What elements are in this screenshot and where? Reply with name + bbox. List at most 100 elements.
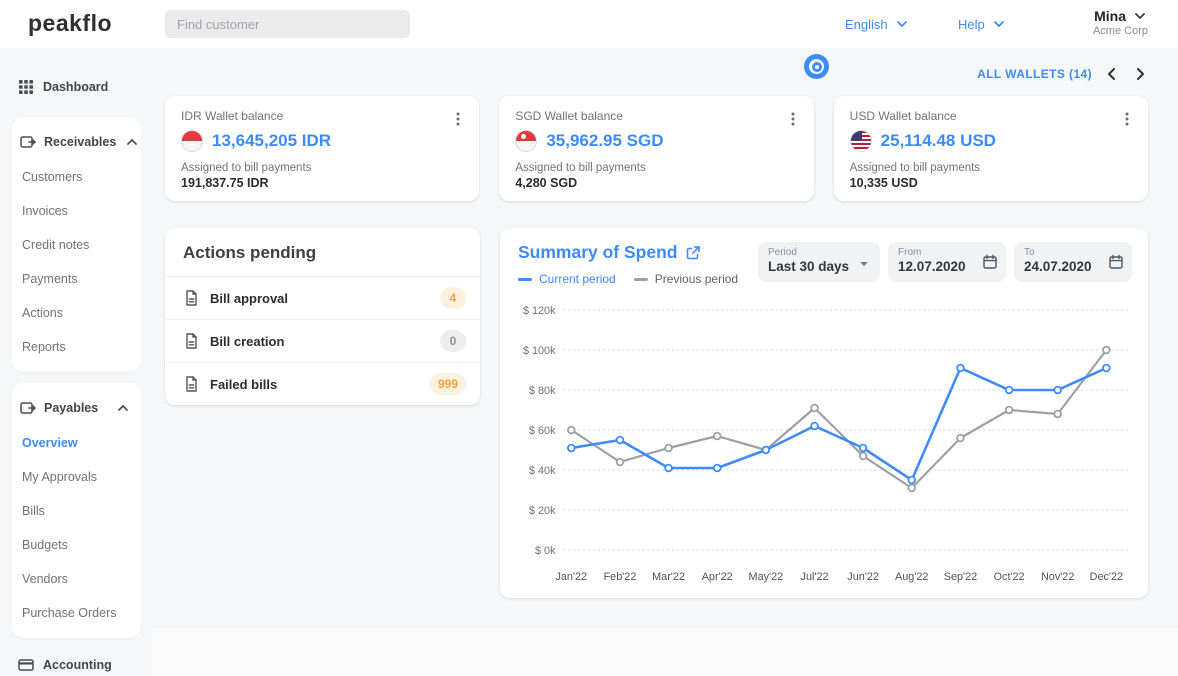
sidebar-item-bills[interactable]: Bills	[22, 504, 45, 518]
svg-text:May'22: May'22	[749, 571, 784, 583]
wallet-card-usd: USD Wallet balance 25,114.48 USD Assigne…	[833, 96, 1148, 201]
action-label: Failed bills	[210, 376, 278, 392]
wallet-cards-row: IDR Wallet balance 13,645,205 IDR Assign…	[165, 96, 1148, 201]
action-row-failed-bills[interactable]: Failed bills 999	[165, 362, 480, 405]
chart-title-label: Summary of Spend	[518, 242, 678, 262]
wallet-title: IDR Wallet balance	[181, 109, 284, 123]
help-menu[interactable]: Help	[958, 16, 1007, 32]
sidebar-item-purchase-orders[interactable]: Purchase Orders	[22, 606, 117, 620]
svg-text:Feb'22: Feb'22	[604, 571, 637, 583]
count-badge: 4	[440, 287, 466, 309]
sidebar-item-my-approvals[interactable]: My Approvals	[22, 470, 98, 484]
svg-text:Apr'22: Apr'22	[702, 571, 733, 583]
chart-legend: Current period Previous period	[518, 272, 758, 286]
svg-text:Oct'22: Oct'22	[994, 571, 1025, 583]
legend-current-period: Current period	[518, 272, 616, 286]
kebab-menu-icon[interactable]	[782, 108, 804, 130]
file-text-icon	[183, 376, 199, 392]
search-input[interactable]	[165, 10, 410, 38]
sidebar-item-customers[interactable]: Customers	[22, 170, 83, 184]
all-wallets-link[interactable]: ALL WALLETS (14)	[977, 67, 1092, 81]
svg-text:Jun'22: Jun'22	[847, 571, 879, 583]
user-menu[interactable]: Mina Acme Corp	[1093, 8, 1148, 37]
previous-period-swatch	[633, 277, 648, 281]
sidebar-item-credit-notes[interactable]: Credit notes	[22, 238, 90, 252]
calendar-icon	[982, 254, 998, 270]
chevron-down-icon	[991, 16, 1007, 32]
assigned-amount: 191,837.75 IDR	[181, 176, 269, 190]
chevron-down-icon	[1132, 8, 1148, 24]
caret-down-icon	[856, 256, 872, 272]
sidebar-item-dashboard[interactable]: Dashboard	[12, 68, 141, 106]
from-label: From	[898, 247, 922, 258]
svg-text:Jul'22: Jul'22	[801, 571, 829, 583]
chevron-right-icon[interactable]	[1132, 66, 1148, 82]
usa-flag-icon	[849, 130, 872, 152]
wallet-balance-amount: 25,114.48 USD	[880, 131, 996, 150]
language-menu[interactable]: English	[845, 16, 910, 32]
svg-text:$ 40k: $ 40k	[529, 465, 556, 477]
actions-pending-card: Actions pending Bill approval 4	[165, 228, 480, 405]
chevron-up-icon	[115, 400, 131, 416]
kebab-menu-icon[interactable]	[447, 108, 469, 130]
help-label: Help	[958, 16, 985, 32]
to-value: 24.07.2020	[1024, 259, 1092, 274]
svg-text:$ 60k: $ 60k	[529, 425, 556, 437]
svg-text:Mar'22: Mar'22	[652, 571, 685, 583]
count-badge: 0	[440, 330, 466, 352]
action-label: Bill creation	[210, 333, 285, 349]
svg-text:$ 100k: $ 100k	[523, 345, 556, 357]
wallets-header: ALL WALLETS (14)	[165, 64, 1148, 84]
card-out-icon	[20, 400, 36, 416]
sidebar-item-payments[interactable]: Payments	[22, 272, 78, 286]
sidebar: Dashboard Receivables Customers	[0, 48, 152, 676]
sidebar-item-receivables[interactable]: Receivables	[12, 124, 141, 160]
main-content: ALL WALLETS (14) IDR Wallet balance	[152, 48, 1178, 676]
sidebar-item-reports[interactable]: Reports	[22, 340, 66, 354]
action-row-bill-approval[interactable]: Bill approval 4	[165, 276, 480, 319]
wallet-title: SGD Wallet balance	[515, 109, 623, 123]
chevron-left-icon[interactable]	[1104, 66, 1120, 82]
onboarding-beacon-icon[interactable]	[804, 54, 829, 79]
sidebar-item-payables[interactable]: Payables	[12, 390, 141, 426]
sidebar-item-accounting[interactable]: Accounting	[12, 646, 141, 676]
sidebar-item-vendors[interactable]: Vendors	[22, 572, 68, 586]
wallet-balance-amount: 35,962.95 SGD	[546, 131, 664, 150]
from-date-field[interactable]: From 12.07.2020	[888, 242, 1006, 282]
wallet-card-sgd: SGD Wallet balance 35,962.95 SGD Assigne…	[499, 96, 814, 201]
spend-line-chart[interactable]: $ 0k $ 20k $ 40k $ 60k $ 80k $ 100k $ 120k Jan'…	[518, 296, 1132, 588]
assigned-label: Assigned to bill payments	[849, 162, 981, 174]
legend-previous-period: Previous period	[633, 272, 739, 286]
peakflo-logo: peakflo	[28, 10, 113, 36]
kebab-menu-icon[interactable]	[1116, 108, 1138, 130]
action-row-bill-creation[interactable]: Bill creation 0	[165, 319, 480, 362]
sidebar-item-budgets[interactable]: Budgets	[22, 538, 68, 552]
svg-text:Sep'22: Sep'22	[944, 571, 977, 583]
svg-text:Jan'22: Jan'22	[556, 571, 588, 583]
svg-text:$ 80k: $ 80k	[529, 385, 556, 397]
sidebar-item-overview[interactable]: Overview	[22, 436, 78, 450]
legend-label: Previous period	[654, 272, 739, 286]
from-value: 12.07.2020	[898, 259, 966, 274]
sidebar-group-label: Payables	[44, 401, 99, 415]
sidebar-item-label: Accounting	[43, 658, 112, 672]
period-select[interactable]: Period Last 30 days	[758, 242, 880, 282]
assigned-amount: 4,280 SGD	[515, 176, 578, 190]
wallet-title: USD Wallet balance	[849, 109, 957, 123]
card-in-icon	[20, 134, 36, 150]
period-value: Last 30 days	[768, 259, 850, 274]
file-text-icon	[183, 290, 199, 306]
action-label: Bill approval	[210, 290, 289, 306]
to-date-field[interactable]: To 24.07.2020	[1014, 242, 1132, 282]
current-period-swatch	[518, 277, 532, 281]
summary-of-spend-link[interactable]: Summary of Spend	[518, 242, 758, 263]
language-label: English	[845, 16, 888, 32]
wallet-card-idr: IDR Wallet balance 13,645,205 IDR Assign…	[165, 96, 480, 201]
second-row: Actions pending Bill approval 4	[165, 228, 1148, 598]
chevron-up-icon	[124, 134, 140, 150]
sidebar-item-actions[interactable]: Actions	[22, 306, 63, 320]
sidebar-item-invoices[interactable]: Invoices	[22, 204, 68, 218]
grid-icon	[18, 79, 34, 95]
chevron-down-icon	[894, 16, 910, 32]
